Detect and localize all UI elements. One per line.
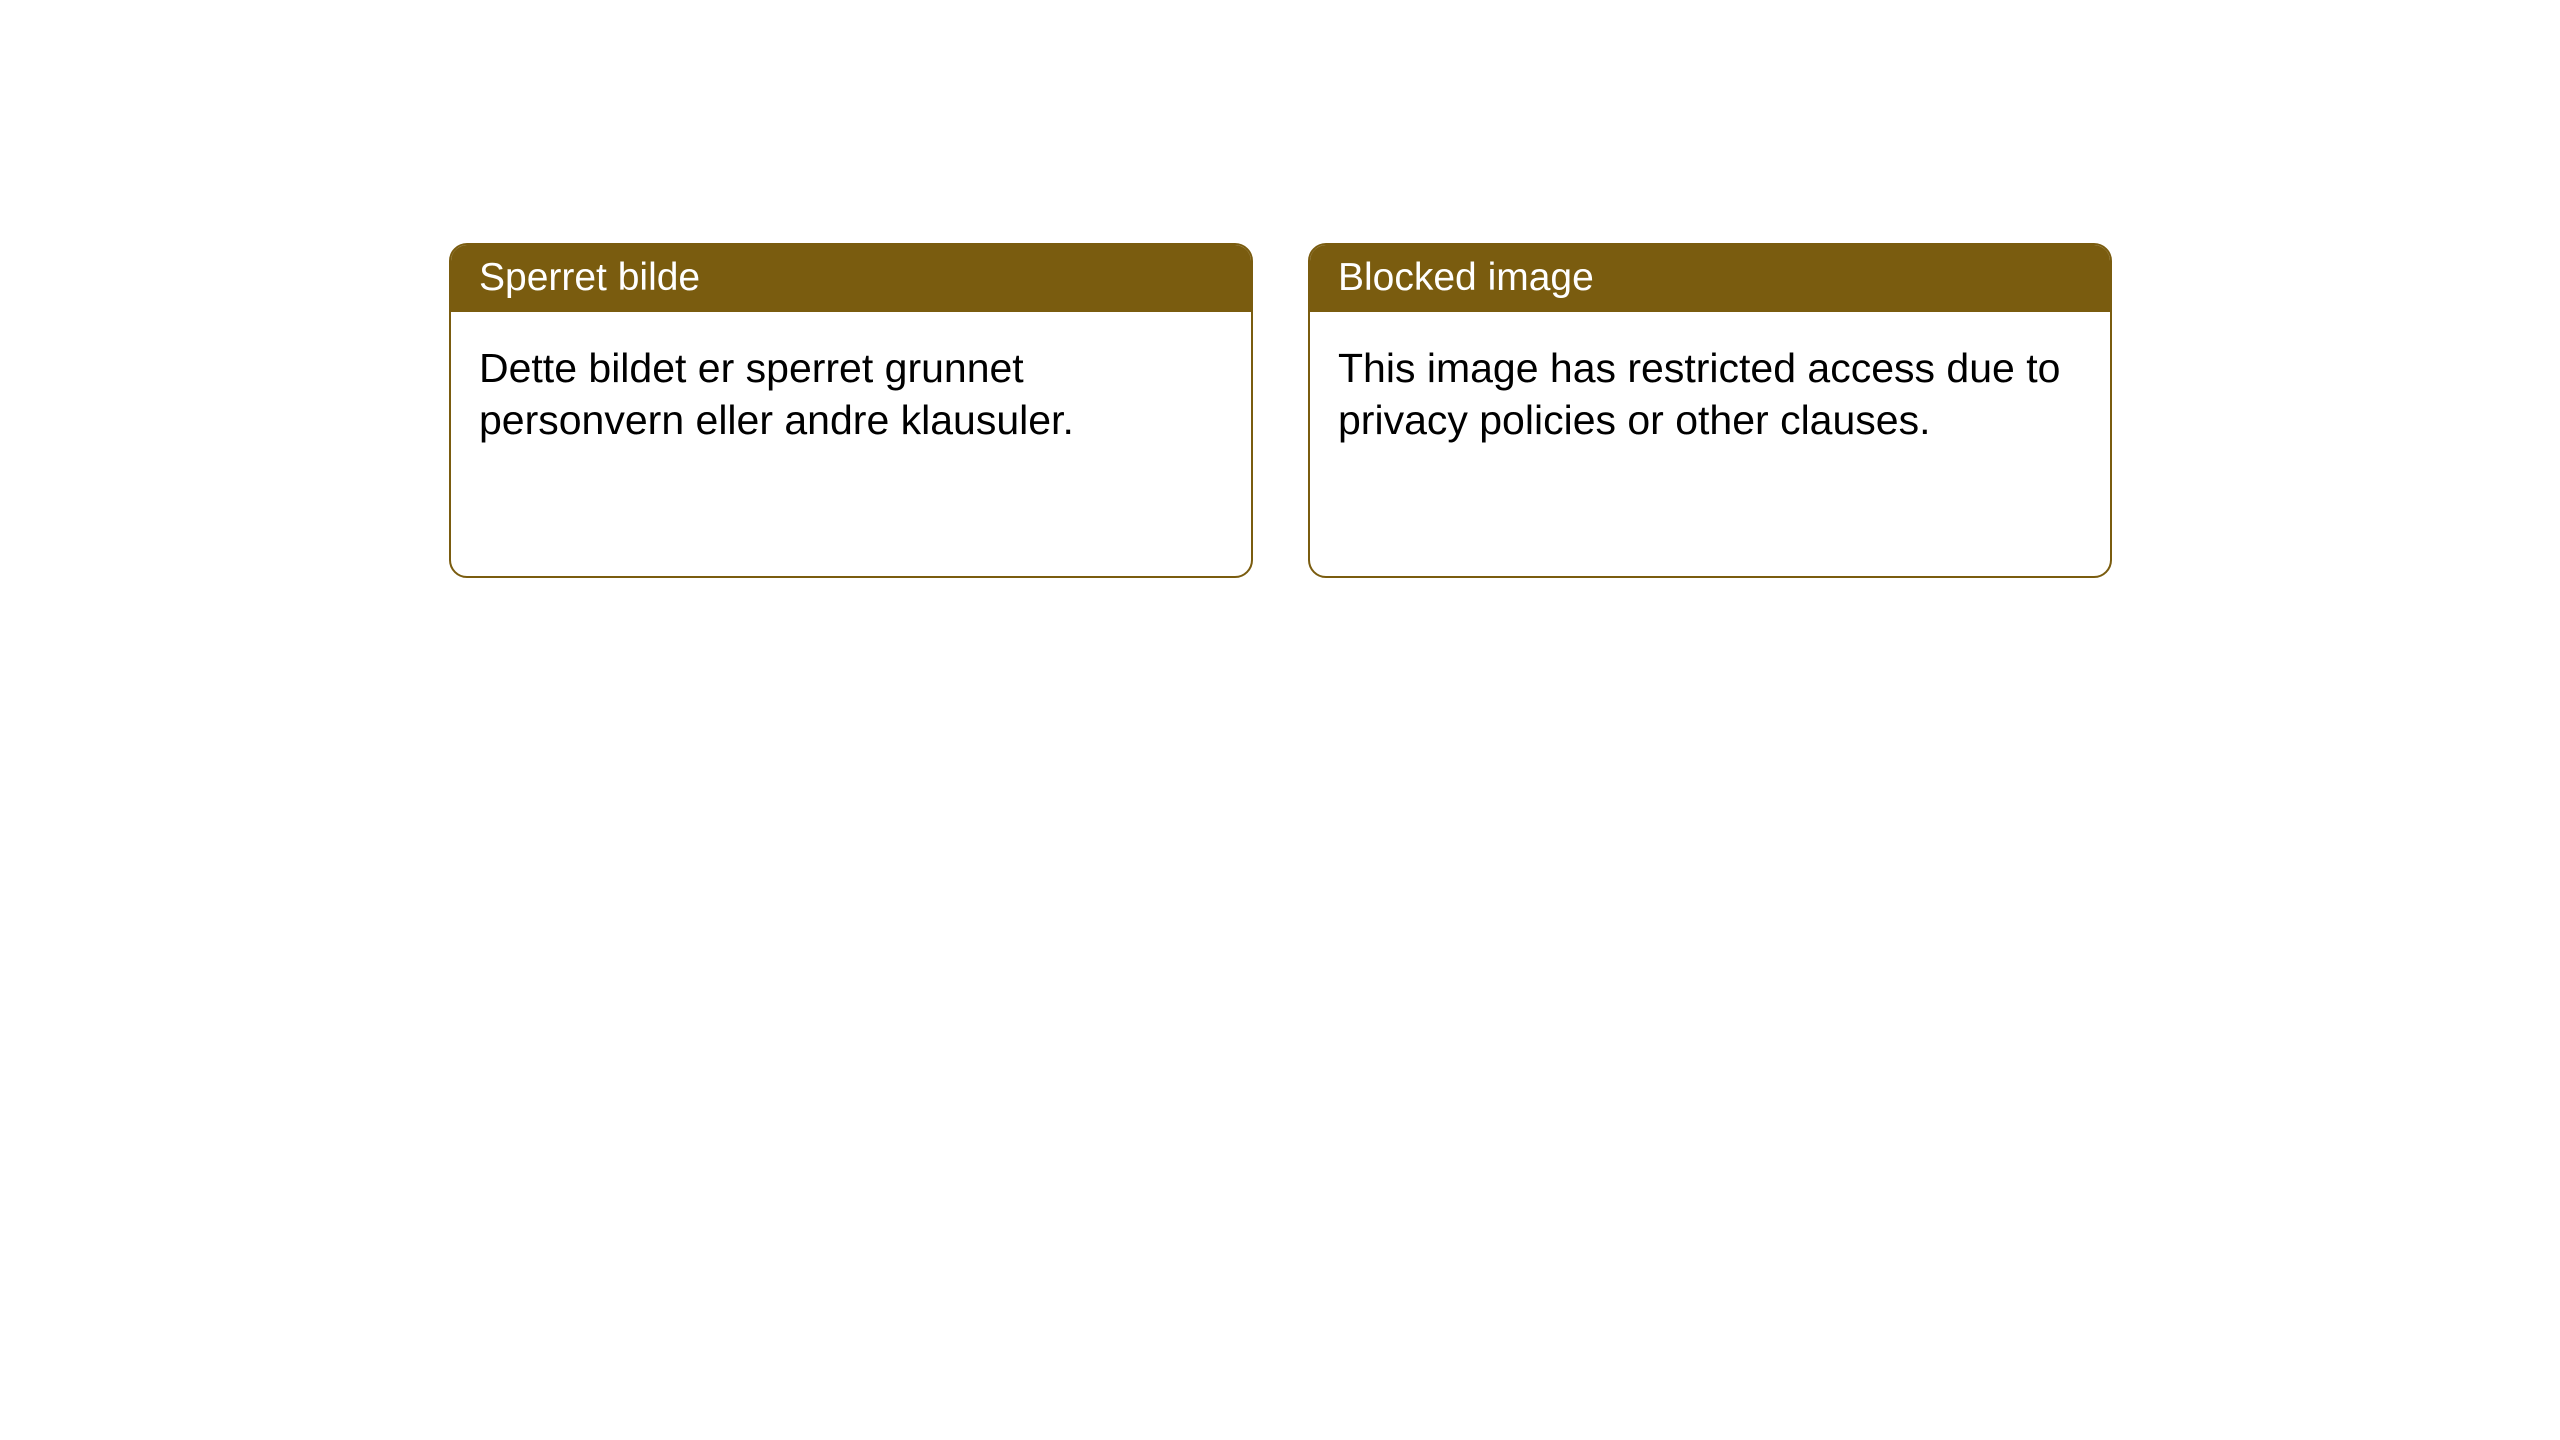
- notice-title: Sperret bilde: [479, 256, 700, 299]
- notice-card-norwegian: Sperret bilde Dette bildet er sperret gr…: [449, 243, 1253, 578]
- notice-body: This image has restricted access due to …: [1310, 312, 2110, 477]
- notice-container: Sperret bilde Dette bildet er sperret gr…: [449, 243, 2112, 578]
- notice-header: Sperret bilde: [451, 245, 1251, 312]
- notice-header: Blocked image: [1310, 245, 2110, 312]
- notice-body-text: Dette bildet er sperret grunnet personve…: [479, 345, 1074, 443]
- notice-body: Dette bildet er sperret grunnet personve…: [451, 312, 1251, 477]
- notice-body-text: This image has restricted access due to …: [1338, 345, 2060, 443]
- notice-title: Blocked image: [1338, 256, 1594, 299]
- notice-card-english: Blocked image This image has restricted …: [1308, 243, 2112, 578]
